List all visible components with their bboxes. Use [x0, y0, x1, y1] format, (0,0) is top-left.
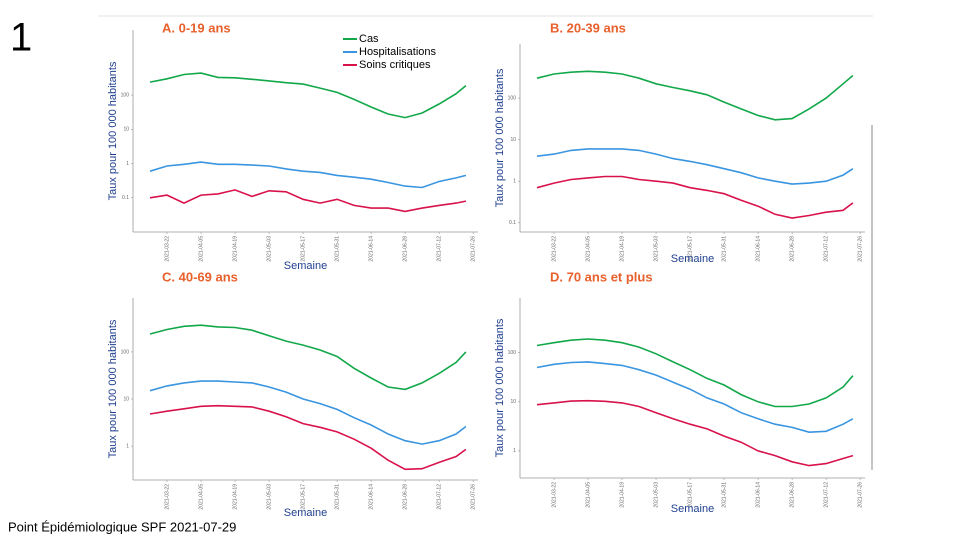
x-tick-label: 2021-07-26 [470, 484, 476, 510]
x-tick-label: 2021-04-19 [619, 236, 625, 262]
x-tick-label: 2021-07-12 [436, 236, 442, 262]
x-tick-label: 2021-06-28 [789, 482, 795, 508]
y-axis-label: Taux pour 100 000 habitants [494, 318, 506, 457]
x-tick-label: 2021-04-19 [619, 482, 625, 508]
x-axis-label: Semaine [671, 503, 714, 515]
x-tick-label: 2021-04-05 [585, 236, 591, 262]
x-tick-label: 2021-04-19 [232, 236, 238, 262]
series-line [149, 161, 467, 189]
legend-label: Cas [359, 33, 379, 45]
x-axis-label: Semaine [284, 260, 327, 272]
y-tick-label: 1 [513, 448, 516, 454]
slide-number: 1 [10, 16, 32, 60]
series-line [149, 380, 467, 445]
y-tick-label: 10 [510, 399, 516, 405]
x-tick-label: 2021-07-12 [823, 236, 829, 262]
x-tick-label: 2021-06-14 [368, 236, 374, 262]
x-tick-label: 2021-05-17 [300, 236, 306, 262]
series-line [149, 404, 467, 471]
legend-label: Soins critiques [359, 59, 431, 71]
series-line [149, 72, 467, 119]
y-tick-label: 1 [513, 179, 516, 185]
x-tick-label: 2021-05-31 [334, 484, 340, 510]
y-tick-label: 1 [126, 161, 129, 167]
x-tick-label: 2021-04-05 [198, 236, 204, 262]
series-line [149, 324, 467, 391]
x-tick-label: 2021-07-12 [436, 484, 442, 510]
legend-label: Hospitalisations [359, 46, 437, 58]
x-tick-label: 2021-05-31 [721, 482, 727, 508]
x-tick-label: 2021-05-17 [687, 482, 693, 508]
x-tick-label: 2021-03-22 [551, 236, 557, 262]
y-axis-label: Taux pour 100 000 habitants [494, 68, 506, 207]
series-line [536, 148, 854, 185]
x-tick-label: 2021-06-28 [402, 236, 408, 262]
x-tick-label: 2021-05-03 [653, 482, 659, 508]
y-tick-label: 10 [123, 396, 129, 402]
y-tick-label: 100 [121, 349, 130, 355]
x-axis-label: Semaine [671, 253, 714, 265]
y-tick-label: 100 [121, 92, 130, 98]
x-tick-label: 2021-05-03 [266, 484, 272, 510]
series-line [536, 399, 854, 467]
x-tick-label: 2021-05-17 [687, 236, 693, 262]
x-tick-label: 2021-05-17 [300, 484, 306, 510]
x-tick-label: 2021-04-05 [585, 482, 591, 508]
x-tick-label: 2021-06-28 [789, 236, 795, 262]
x-tick-label: 2021-03-22 [164, 484, 170, 510]
x-tick-label: 2021-07-26 [857, 236, 863, 262]
chart-title: C. 40-69 ans [162, 269, 238, 284]
x-tick-label: 2021-05-31 [721, 236, 727, 262]
x-tick-label: 2021-06-14 [368, 484, 374, 510]
x-tick-label: 2021-07-26 [857, 482, 863, 508]
x-tick-label: 2021-05-03 [266, 236, 272, 262]
series-line [536, 70, 854, 121]
x-tick-label: 2021-03-22 [551, 482, 557, 508]
series-line [536, 175, 854, 219]
y-tick-label: 1 [126, 443, 129, 449]
y-tick-label: 0.1 [509, 220, 516, 226]
chart-title: D. 70 ans et plus [550, 269, 653, 284]
chart-title: A. 0-19 ans [162, 20, 231, 35]
chart-title: B. 20-39 ans [550, 20, 626, 35]
x-tick-label: 2021-04-05 [198, 484, 204, 510]
y-axis-label: Taux pour 100 000 habitants [107, 61, 119, 200]
y-tick-label: 10 [123, 127, 129, 133]
x-tick-label: 2021-05-03 [653, 236, 659, 262]
x-tick-label: 2021-04-19 [232, 484, 238, 510]
x-tick-label: 2021-07-12 [823, 482, 829, 508]
y-axis-label: Taux pour 100 000 habitants [107, 319, 119, 458]
x-tick-label: 2021-06-14 [755, 482, 761, 508]
y-tick-label: 10 [510, 137, 516, 143]
x-tick-label: 2021-06-14 [755, 236, 761, 262]
series-line [536, 338, 854, 408]
series-line [149, 189, 467, 213]
y-tick-label: 0.1 [122, 195, 129, 201]
x-axis-label: Semaine [284, 507, 327, 519]
y-tick-label: 100 [508, 350, 517, 356]
x-tick-label: 2021-05-31 [334, 236, 340, 262]
y-tick-label: 100 [508, 95, 517, 101]
series-line [536, 361, 854, 434]
x-tick-label: 2021-03-22 [164, 236, 170, 262]
x-tick-label: 2021-06-28 [402, 484, 408, 510]
x-tick-label: 2021-07-26 [470, 236, 476, 262]
footer: Point Épidémiologique SPF 2021-07-29 [8, 519, 236, 534]
